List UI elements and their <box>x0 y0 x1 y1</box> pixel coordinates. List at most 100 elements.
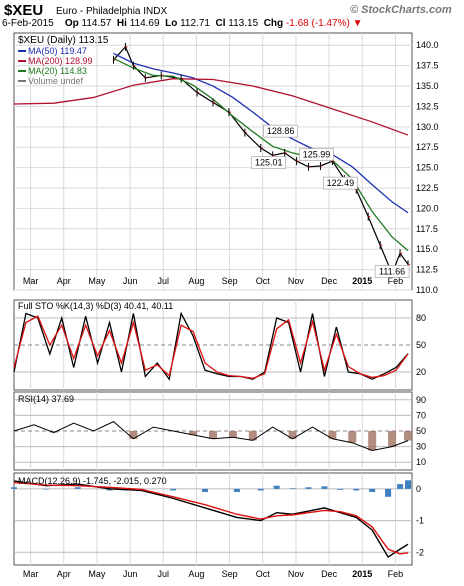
sto-title: Full STO %K(14,3) %D(3) 40.41, 40.11 <box>18 301 173 311</box>
macd-tick-label: 0 <box>416 484 421 494</box>
price-tick-label: 132.5 <box>416 101 439 111</box>
price-month-label: Dec <box>321 276 338 286</box>
bottom-month-label: 2015 <box>352 569 372 579</box>
quote-change: -1.68 (-1.47%) <box>285 18 350 29</box>
symbol-title: $XEU <box>4 2 44 19</box>
rsi-fill-bar <box>189 431 198 435</box>
macd-signal-line <box>13 481 409 555</box>
rsi-tick-label: 90 <box>416 395 426 405</box>
quote-date: 6-Feb-2015 <box>2 18 54 29</box>
bottom-month-label: Oct <box>256 569 271 579</box>
down-arrow-icon: ▼ <box>352 18 363 29</box>
rsi-fill-bar <box>129 431 138 439</box>
macd-histogram-bar <box>385 488 392 497</box>
legend-entry: MA(200) 128.99 <box>28 56 93 66</box>
macd-histogram-bar <box>42 488 49 490</box>
macd-histogram-bar <box>273 485 280 489</box>
rsi-tick-label: 50 <box>416 426 426 436</box>
rsi-fill-bar <box>209 431 217 439</box>
macd-histogram-bar <box>289 488 296 489</box>
legend-entry: MA(50) 119.47 <box>28 46 87 56</box>
bottom-month-label: Apr <box>57 569 71 579</box>
sto-tick-label: 50 <box>416 340 426 350</box>
bottom-month-label: May <box>88 569 106 579</box>
macd-histogram-bar <box>321 486 328 489</box>
price-annotation-box <box>251 156 287 169</box>
macd-histogram-bar <box>305 487 312 489</box>
price-month-label: Nov <box>288 276 305 286</box>
price-annotation: 125.99 <box>303 150 331 160</box>
sto-tick-label: 20 <box>416 367 426 377</box>
price-annotation-box <box>374 265 410 278</box>
rsi-tick-label: 70 <box>416 410 426 420</box>
price-title: $XEU (Daily) 113.15 <box>18 35 109 46</box>
macd-histogram-bar <box>233 488 240 493</box>
panel-frame-price <box>13 32 413 291</box>
macd-histogram-bar <box>397 484 404 489</box>
bottom-month-label: Aug <box>188 569 204 579</box>
rsi-fill-bar <box>49 431 58 433</box>
rsi-fill-bar <box>228 431 237 438</box>
macd-histogram-bar <box>353 488 360 491</box>
price-month-label: Apr <box>57 276 71 286</box>
rsi-fill-bar <box>404 431 413 441</box>
macd-histogram-bar <box>106 488 113 491</box>
macd-line <box>13 480 409 559</box>
rsi-fill-bar <box>368 431 377 451</box>
price-month-label: Jun <box>123 276 138 286</box>
macd-tick-label: -1 <box>416 516 424 526</box>
macd-histogram-bar <box>202 488 209 493</box>
price-month-label: Sep <box>222 276 238 286</box>
price-month-label: 2015 <box>352 276 372 286</box>
ma50-line <box>113 52 409 214</box>
macd-histogram-bar <box>257 488 264 491</box>
price-tick-label: 130.0 <box>416 122 439 132</box>
quote-open: 114.57 <box>81 18 112 29</box>
rsi-fill-bar <box>388 431 397 447</box>
price-tick-label: 137.5 <box>416 61 439 71</box>
quote-line: 6-Feb-2015 Op 114.57 Hi 114.69 Lo 112.71… <box>2 18 363 29</box>
price-tick-label: 112.5 <box>416 265 438 275</box>
price-annotation: 122.49 <box>327 178 355 188</box>
panel-frame-macd <box>13 472 413 566</box>
price-tick-label: 122.5 <box>416 183 439 193</box>
macd-histogram-bar <box>337 488 344 490</box>
price-month-label: May <box>88 276 106 286</box>
legend-entry: MA(20) 114.83 <box>28 66 87 76</box>
price-tick-label: 110.0 <box>416 285 438 295</box>
bottom-month-label: Mar <box>23 569 39 579</box>
index-name: Euro - Philadelphia INDX <box>56 6 168 17</box>
price-tick-label: 117.5 <box>416 224 438 234</box>
quote-low: 112.71 <box>180 18 210 29</box>
rsi-tick-label: 30 <box>416 442 426 452</box>
macd-histogram-bar <box>11 487 17 489</box>
price-month-label: Feb <box>388 276 404 286</box>
price-annotation-box <box>323 176 358 190</box>
price-month-label: Oct <box>256 276 271 286</box>
rsi-line <box>13 421 409 452</box>
price-tick-label: 140.0 <box>416 40 439 50</box>
bottom-month-label: Feb <box>388 569 404 579</box>
price-annotation: 128.86 <box>267 126 295 136</box>
rsi-fill-bar <box>328 431 337 439</box>
bottom-month-label: Sep <box>222 569 238 579</box>
rsi-fill-bar <box>248 431 257 441</box>
bottom-month-label: Jun <box>123 569 138 579</box>
brand-label: © StockCharts.com <box>350 4 452 16</box>
sto-d-line <box>13 315 409 379</box>
rsi-fill-bar <box>288 431 297 439</box>
macd-histogram-bar <box>74 487 81 489</box>
macd-title: MACD(12,26,9) -1.745, -2.015, 0.270 <box>18 476 167 486</box>
rsi-fill-bar <box>348 431 357 443</box>
price-tick-label: 127.5 <box>416 142 439 152</box>
price-month-label: Jul <box>157 276 169 286</box>
macd-histogram-bar <box>170 488 177 491</box>
rsi-tick-label: 10 <box>416 457 426 467</box>
macd-histogram-bar <box>405 480 412 489</box>
quote-high: 114.69 <box>129 18 160 29</box>
sto-tick-label: 80 <box>416 313 426 323</box>
ma200-line <box>13 78 409 136</box>
bottom-month-label: Jul <box>157 569 169 579</box>
